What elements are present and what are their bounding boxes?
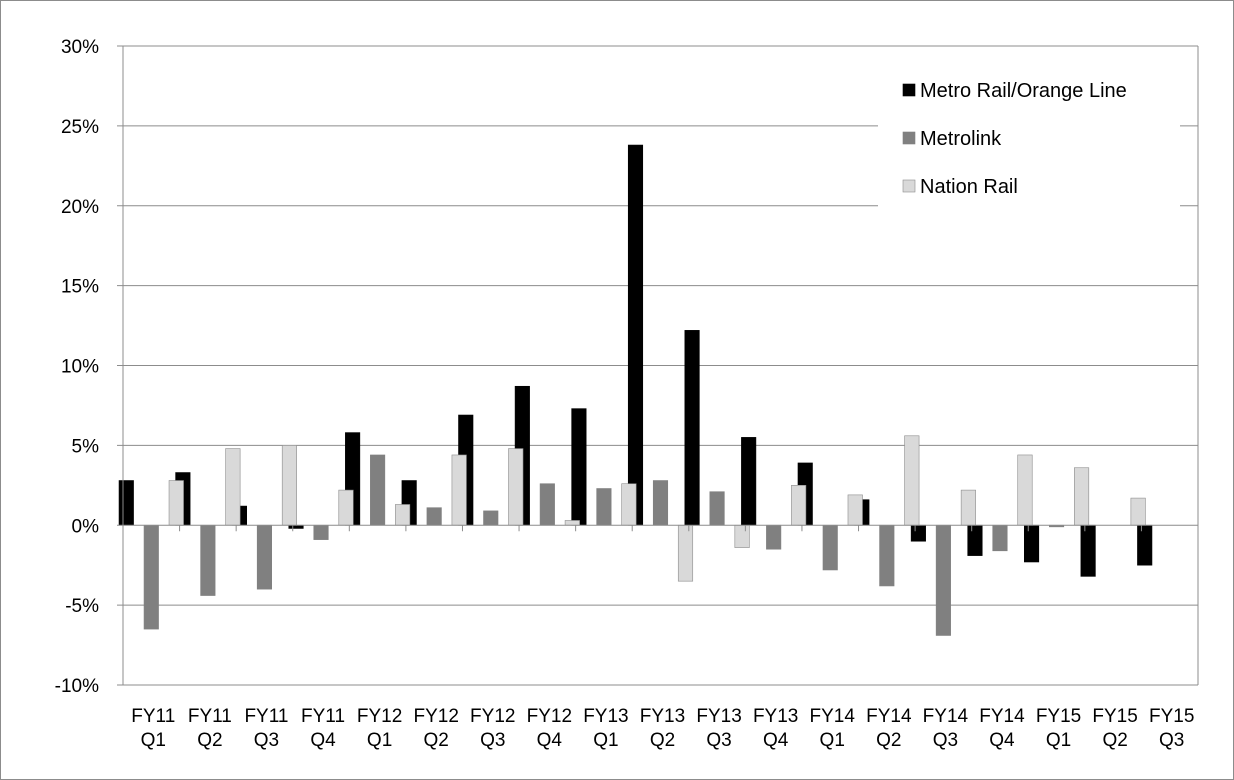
bar	[992, 524, 1008, 552]
bar	[1024, 524, 1040, 563]
bar	[539, 483, 555, 526]
bar	[734, 524, 750, 548]
legend-swatch	[902, 131, 916, 145]
bar	[1130, 497, 1146, 526]
axes	[117, 45, 1199, 686]
bar	[571, 408, 587, 526]
bar	[1080, 524, 1096, 577]
bar	[684, 330, 700, 526]
x-tick-label: FY11 Q3	[244, 706, 288, 751]
bar	[1017, 454, 1033, 526]
x-tick-label: FY11 Q1	[131, 706, 175, 751]
bar	[791, 485, 807, 526]
bar	[483, 510, 499, 526]
x-tick-label: FY14 Q1	[810, 706, 856, 751]
legend-label: Metro Rail/Orange Line	[920, 80, 1127, 102]
bar	[709, 491, 725, 526]
bars	[118, 144, 1153, 636]
y-tick-label: 30%	[61, 37, 99, 58]
x-tick-label: FY11 Q2	[188, 706, 232, 751]
x-tick-label: FY13 Q1	[583, 706, 628, 751]
bar	[1074, 467, 1090, 526]
x-tick-label: FY15 Q3	[1149, 706, 1194, 751]
bar	[313, 524, 329, 540]
bar	[847, 494, 863, 526]
bar	[370, 454, 386, 526]
bar	[652, 480, 669, 526]
bar	[564, 520, 580, 526]
x-tick-label: FY15 Q1	[1036, 706, 1081, 751]
legend-swatch	[902, 83, 916, 97]
bar	[879, 524, 895, 587]
bar	[451, 454, 467, 526]
y-tick-label: -10%	[55, 676, 99, 697]
bar	[967, 524, 983, 556]
x-tick-label: FY12 Q2	[413, 706, 458, 751]
bar	[225, 448, 241, 526]
bar	[256, 524, 272, 590]
bar	[935, 524, 951, 636]
y-tick-label: 5%	[72, 436, 100, 457]
bar	[766, 524, 782, 550]
legend-swatch	[902, 179, 916, 193]
x-tick-label: FY12 Q4	[527, 706, 572, 751]
x-tick-label: FY11 Q4	[301, 706, 345, 751]
bar	[621, 483, 637, 526]
legend-background	[878, 62, 1180, 210]
bar	[508, 448, 524, 526]
x-tick-label: FY14 Q4	[979, 706, 1025, 751]
bar	[677, 524, 694, 582]
bar	[168, 480, 184, 526]
x-tick-label: FY14 Q2	[866, 706, 912, 751]
x-tick-label: FY13 Q2	[640, 706, 685, 751]
bar	[741, 437, 757, 526]
bar	[1137, 524, 1153, 566]
y-tick-label: 25%	[61, 117, 99, 138]
y-tick-label: 10%	[61, 357, 99, 378]
bar	[118, 480, 134, 526]
legend: Metro Rail/Orange Line Metrolink Nation Ra…	[878, 62, 1180, 210]
y-axis-ticks: -10% -5% 0% 5% 10% 15% 20% 25% 30%	[55, 37, 99, 697]
y-tick-label: -5%	[65, 596, 99, 617]
legend-label: Nation Rail	[920, 176, 1018, 198]
bar	[627, 144, 644, 526]
y-tick-label: 20%	[61, 197, 99, 218]
x-tick-label: FY15 Q2	[1092, 706, 1137, 751]
bar	[426, 507, 442, 526]
x-tick-label: FY13 Q3	[696, 706, 741, 751]
bar	[960, 489, 976, 526]
x-tick-label: FY14 Q3	[923, 706, 969, 751]
bar	[910, 524, 926, 542]
x-tick-label: FY12 Q3	[470, 706, 515, 751]
bar	[200, 524, 216, 596]
bar	[338, 489, 354, 526]
bar	[143, 524, 159, 630]
x-tick-label: FY12 Q1	[357, 706, 402, 751]
y-tick-label: 0%	[72, 516, 100, 537]
bar	[822, 524, 838, 571]
legend-label: Metrolink	[920, 128, 1002, 150]
y-tick-label: 15%	[61, 277, 99, 298]
bar	[281, 445, 297, 526]
x-tick-label: FY13 Q4	[753, 706, 798, 751]
bar	[904, 435, 920, 526]
bar	[395, 504, 411, 526]
bar	[596, 488, 612, 526]
